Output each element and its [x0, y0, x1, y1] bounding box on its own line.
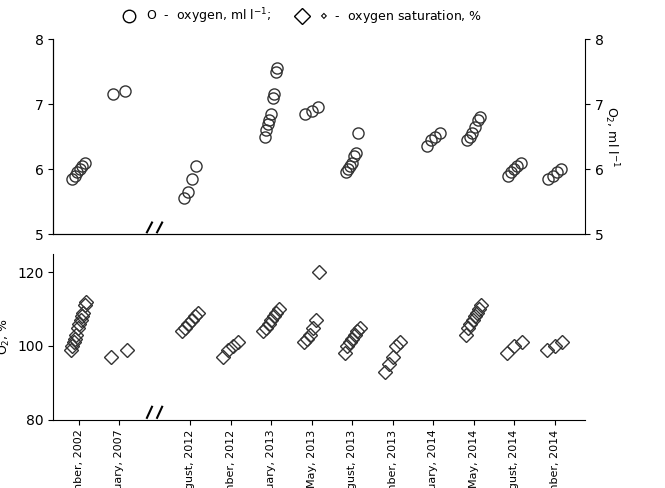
Legend: O  -  oxygen, ml l$^{-1}$;, $\diamond$  -  oxygen saturation, %: O - oxygen, ml l$^{-1}$;, $\diamond$ - o…	[112, 1, 487, 31]
Y-axis label: O$_2$, ml l$^{-1}$: O$_2$, ml l$^{-1}$	[602, 106, 620, 167]
Y-axis label: O$_2$, %: O$_2$, %	[0, 318, 11, 355]
